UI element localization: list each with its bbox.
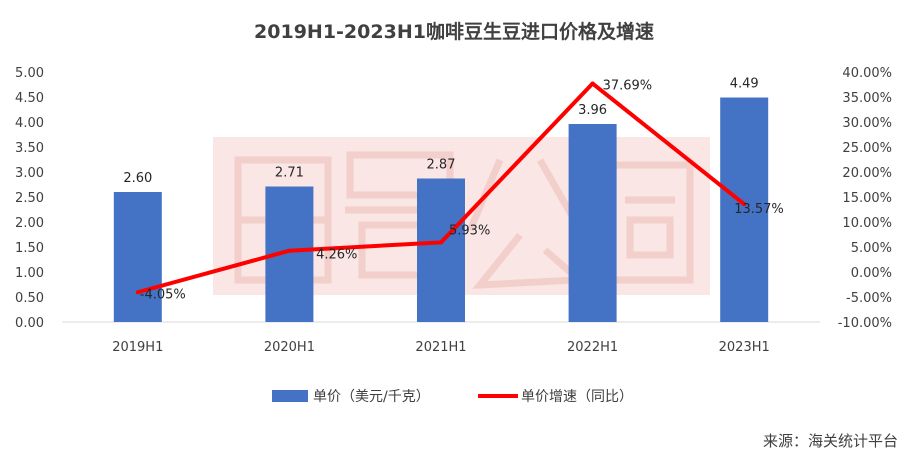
left-tick-label: 0.50 bbox=[15, 291, 44, 306]
bar bbox=[720, 97, 769, 322]
left-tick-label: 4.50 bbox=[15, 91, 44, 106]
bar-data-label: 3.96 bbox=[578, 103, 607, 118]
x-tick-label: 2022H1 bbox=[567, 340, 618, 355]
right-tick-label: 5.00% bbox=[851, 241, 892, 256]
left-tick-label: 1.00 bbox=[15, 266, 44, 281]
bar bbox=[417, 178, 465, 322]
right-tick-label: 30.00% bbox=[842, 116, 892, 131]
right-tick-label: 25.00% bbox=[842, 141, 892, 156]
left-tick-label: 0.00 bbox=[15, 316, 44, 331]
right-tick-label: 10.00% bbox=[842, 216, 892, 231]
bar-data-label: 2.60 bbox=[123, 171, 152, 186]
bar-data-label: 2.71 bbox=[275, 166, 304, 181]
line-data-label: 13.57% bbox=[734, 202, 784, 217]
x-axis-ticks: 2019H1 2020H1 2021H1 2022H1 2023H1 bbox=[112, 340, 770, 355]
legend: 单价（美元/千克） 单价增速（同比） bbox=[272, 389, 633, 405]
left-tick-label: 5.00 bbox=[15, 66, 44, 81]
legend-label-line: 单价增速（同比） bbox=[521, 389, 633, 405]
legend-label-bar: 单价（美元/千克） bbox=[313, 389, 430, 405]
bar-series bbox=[113, 97, 769, 322]
x-tick-label: 2021H1 bbox=[415, 340, 466, 355]
line-point bbox=[287, 248, 292, 253]
left-tick-label: 1.50 bbox=[15, 241, 44, 256]
left-tick-label: 3.00 bbox=[15, 166, 44, 181]
line-data-label: 37.69% bbox=[603, 79, 653, 94]
line-series bbox=[135, 81, 747, 295]
x-tick-label: 2020H1 bbox=[264, 340, 315, 355]
bar-data-labels: 2.60 2.71 2.87 3.96 4.49 bbox=[123, 77, 758, 187]
line-point bbox=[439, 240, 443, 245]
line-data-labels: -4.05% 4.26% 5.93% 37.69% 13.57% bbox=[140, 79, 784, 303]
right-tick-label: 35.00% bbox=[842, 91, 892, 106]
chart-title: 2019H1-2023H1咖啡豆生豆进口价格及增速 bbox=[254, 20, 654, 43]
left-tick-label: 2.50 bbox=[15, 191, 44, 206]
line-data-label: 4.26% bbox=[316, 248, 357, 263]
source-note: 来源：海关统计平台 bbox=[763, 432, 898, 450]
line-point bbox=[135, 290, 140, 295]
right-tick-label: -10.00% bbox=[838, 316, 892, 331]
x-tick-label: 2023H1 bbox=[719, 340, 770, 355]
legend-swatch-bar bbox=[272, 390, 308, 402]
left-tick-label: 3.50 bbox=[15, 141, 44, 156]
left-axis-ticks: 0.00 0.50 1.00 1.50 2.00 2.50 3.00 3.50 4.00 4.50… bbox=[15, 66, 44, 331]
right-tick-label: -5.00% bbox=[846, 291, 892, 306]
right-tick-label: 20.00% bbox=[842, 166, 892, 181]
bar-data-label: 2.87 bbox=[427, 158, 456, 173]
bar bbox=[113, 192, 162, 322]
line-data-label: -4.05% bbox=[140, 287, 186, 302]
left-tick-label: 2.00 bbox=[15, 216, 44, 231]
right-tick-label: 15.00% bbox=[842, 191, 892, 206]
left-tick-label: 4.00 bbox=[15, 116, 44, 131]
line-point bbox=[590, 81, 595, 86]
line-point bbox=[742, 202, 747, 207]
line-data-label: 5.93% bbox=[449, 223, 490, 238]
x-tick-label: 2019H1 bbox=[112, 340, 163, 355]
right-axis-ticks: -10.00% -5.00% 0.00% 5.00% 10.00% 15.00% 20.00… bbox=[838, 66, 892, 331]
bar-data-label: 4.49 bbox=[730, 77, 759, 92]
right-tick-label: 0.00% bbox=[851, 266, 892, 281]
bar bbox=[568, 124, 617, 322]
right-tick-label: 40.00% bbox=[842, 66, 892, 81]
